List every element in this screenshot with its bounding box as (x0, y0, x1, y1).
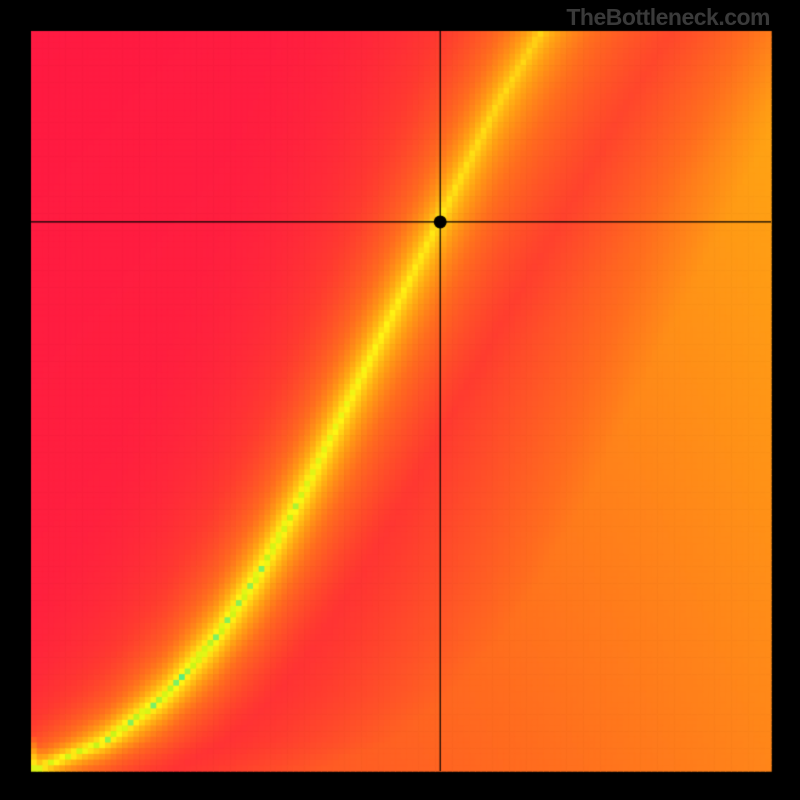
watermark-text: TheBottleneck.com (566, 4, 770, 31)
chart-container: TheBottleneck.com (0, 0, 800, 800)
heatmap-canvas (0, 0, 800, 800)
